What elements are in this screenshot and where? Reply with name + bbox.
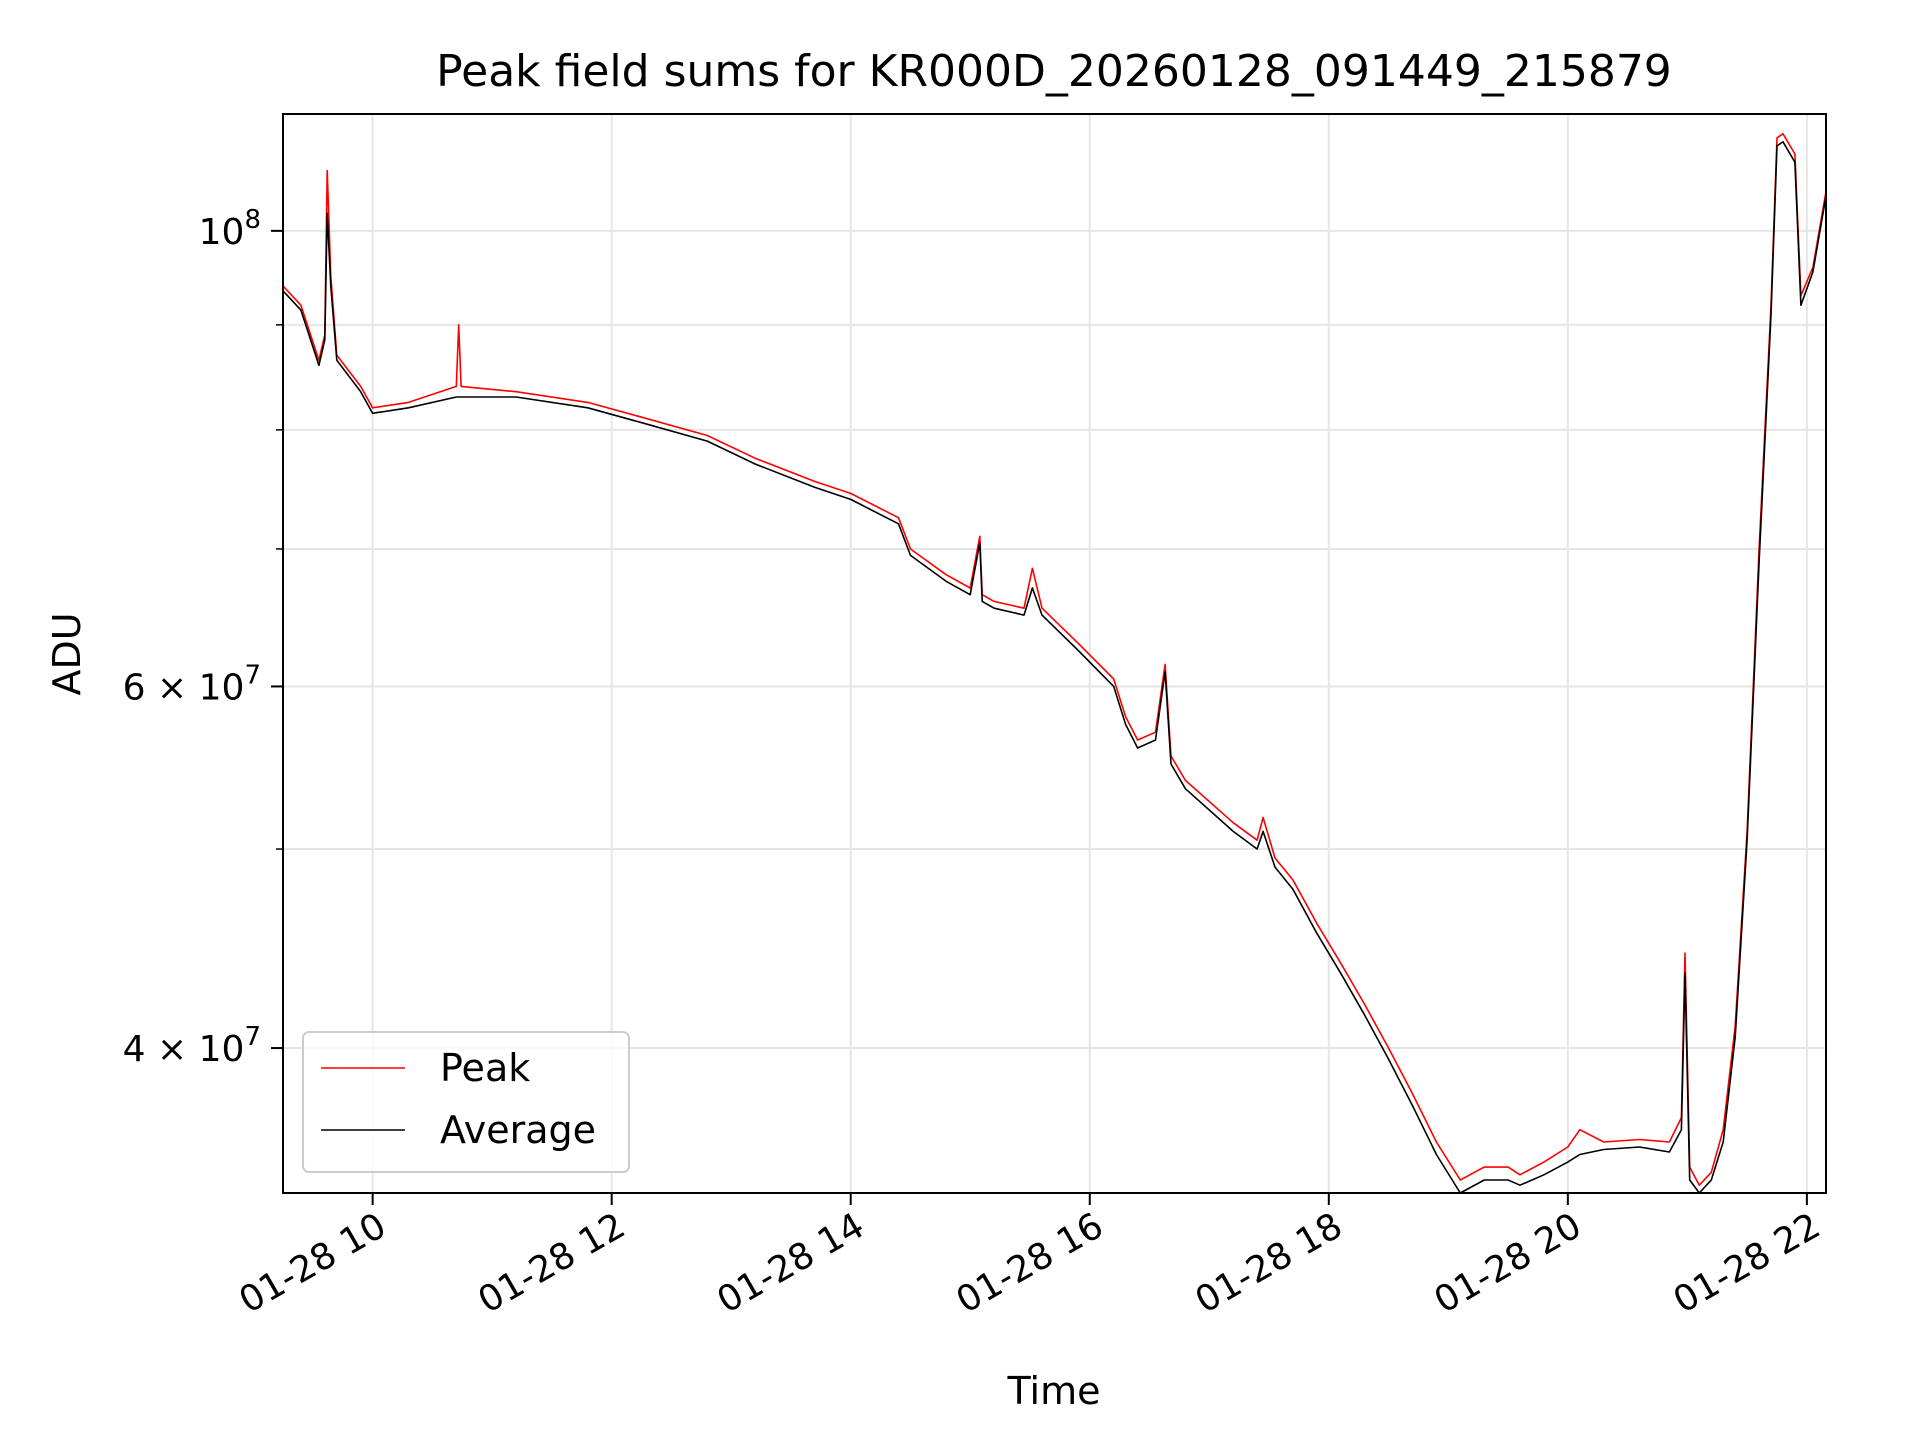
legend-label-peak: Peak (440, 1046, 530, 1090)
chart-title: Peak field sums for KR000D_20260128_0914… (436, 46, 1672, 97)
series-line-average (282, 141, 1827, 1194)
legend-label-average: Average (440, 1108, 596, 1152)
y-axis-label: ADU (45, 612, 89, 695)
x-axis-label: Time (1007, 1369, 1101, 1413)
grid (283, 114, 1826, 1193)
y-tick-label: 4 × 107 (123, 1022, 261, 1070)
plot-frame (282, 113, 1827, 1194)
series-line-peak (282, 133, 1827, 1186)
y-tick-label: 108 (199, 205, 261, 253)
y-tick-label: 6 × 107 (123, 660, 261, 708)
legend: Peak Average (302, 1031, 630, 1173)
legend-box (302, 1031, 630, 1173)
series (282, 133, 1827, 1194)
